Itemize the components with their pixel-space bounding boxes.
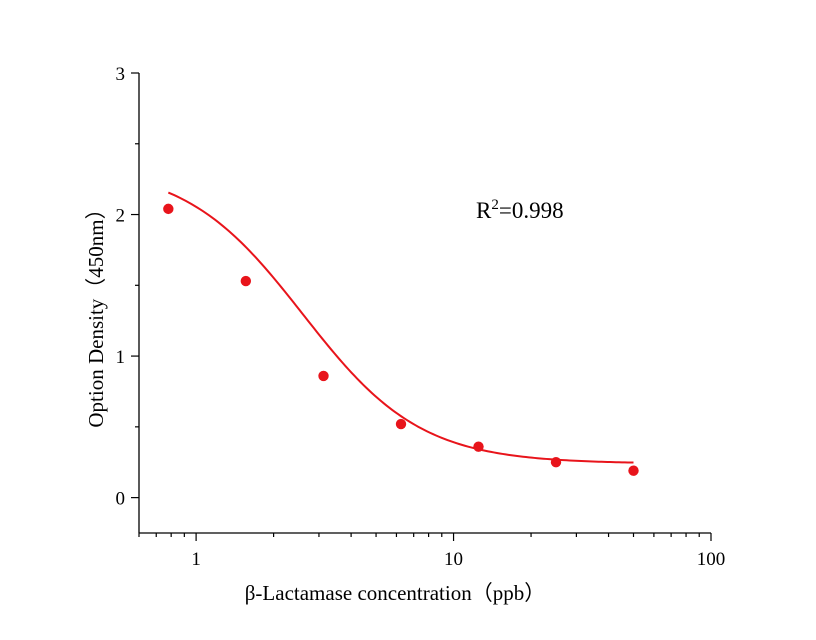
r-squared-annotation: R2=0.998: [476, 197, 564, 223]
r-squared-base: R: [476, 198, 492, 223]
data-point: [550, 457, 562, 468]
y-axis-ticks: 0 1 2 3: [116, 64, 139, 510]
r-squared-value: =0.998: [499, 198, 564, 223]
data-point: [473, 441, 484, 452]
y-tick-label: 2: [116, 206, 126, 227]
x-tick-label: 100: [697, 549, 726, 570]
axes: [138, 73, 711, 534]
data-point: [318, 370, 329, 382]
data-points: [163, 203, 639, 476]
x-tick-label: 1: [191, 549, 201, 570]
x-axis-ticks: 1 10 100: [138, 533, 726, 570]
r-squared-superscript: 2: [491, 197, 499, 213]
data-point: [163, 203, 174, 215]
data-point: [240, 275, 252, 287]
y-tick-label: 1: [116, 347, 126, 368]
data-point: [628, 465, 639, 476]
x-tick-label: 10: [444, 549, 463, 570]
y-axis-title: Option Density（450nm）: [84, 198, 108, 427]
y-tick-label: 0: [116, 489, 126, 510]
x-axis-title: β-Lactamase concentration（ppb）: [245, 581, 545, 605]
y-tick-label: 3: [116, 64, 126, 85]
data-point: [395, 418, 407, 430]
